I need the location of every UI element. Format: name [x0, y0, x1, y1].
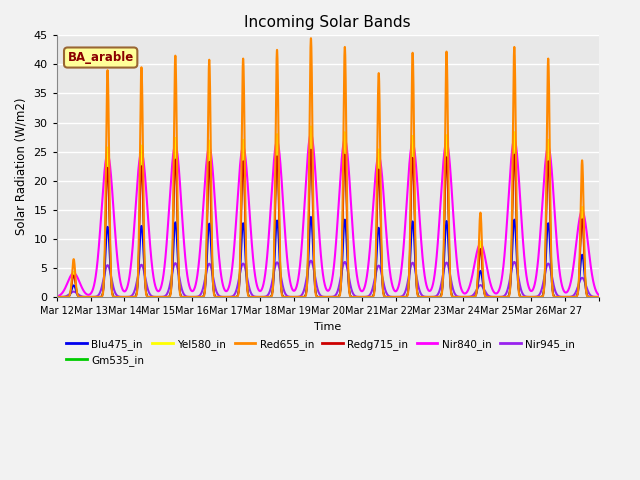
Red655_in — [53, 294, 61, 300]
Redg715_in — [477, 253, 485, 259]
Redg715_in — [307, 146, 315, 152]
Title: Incoming Solar Bands: Incoming Solar Bands — [244, 15, 411, 30]
Yel580_in — [53, 294, 61, 300]
Nir945_in — [53, 294, 61, 300]
Red655_in — [470, 294, 477, 300]
Nir945_in — [477, 283, 485, 288]
Line: Gm535_in: Gm535_in — [57, 129, 599, 297]
Blu475_in — [404, 292, 412, 298]
Yel580_in — [595, 294, 603, 300]
Nir840_in — [470, 267, 477, 273]
Blu475_in — [146, 294, 154, 300]
Blu475_in — [53, 294, 61, 300]
Gm535_in — [470, 294, 477, 300]
Nir945_in — [307, 258, 315, 264]
Line: Red655_in: Red655_in — [57, 38, 599, 297]
Gm535_in — [477, 247, 485, 253]
Nir840_in — [146, 242, 154, 248]
Redg715_in — [454, 294, 461, 300]
Nir840_in — [53, 294, 61, 300]
Red655_in — [146, 294, 154, 300]
Red655_in — [595, 294, 603, 300]
Yel580_in — [146, 294, 154, 300]
Yel580_in — [470, 294, 477, 300]
Red655_in — [454, 294, 461, 300]
Y-axis label: Solar Radiation (W/m2): Solar Radiation (W/m2) — [15, 97, 28, 235]
Nir945_in — [415, 283, 422, 289]
Nir945_in — [454, 294, 461, 300]
Blu475_in — [454, 294, 461, 300]
Redg715_in — [415, 293, 422, 299]
Redg715_in — [404, 291, 412, 297]
Gm535_in — [415, 293, 422, 299]
Yel580_in — [454, 294, 461, 300]
Nir945_in — [146, 292, 154, 298]
Gm535_in — [146, 294, 154, 300]
Redg715_in — [470, 294, 477, 300]
Gm535_in — [53, 294, 61, 300]
Blu475_in — [595, 294, 603, 300]
Blu475_in — [307, 214, 315, 220]
Blu475_in — [470, 294, 477, 300]
Line: Nir945_in: Nir945_in — [57, 261, 599, 297]
Redg715_in — [595, 294, 603, 300]
Red655_in — [404, 293, 412, 299]
Blu475_in — [415, 293, 422, 299]
X-axis label: Time: Time — [314, 322, 341, 332]
Redg715_in — [146, 294, 154, 300]
Nir945_in — [595, 294, 603, 300]
Legend: Blu475_in, Gm535_in, Yel580_in, Red655_in, Redg715_in, Nir840_in, Nir945_in: Blu475_in, Gm535_in, Yel580_in, Red655_i… — [62, 335, 579, 370]
Redg715_in — [53, 294, 61, 300]
Red655_in — [415, 294, 422, 300]
Nir840_in — [404, 186, 412, 192]
Nir840_in — [415, 197, 422, 203]
Line: Redg715_in: Redg715_in — [57, 149, 599, 297]
Nir840_in — [595, 292, 603, 298]
Text: BA_arable: BA_arable — [68, 51, 134, 64]
Red655_in — [477, 225, 485, 230]
Yel580_in — [477, 246, 485, 252]
Gm535_in — [307, 126, 315, 132]
Gm535_in — [454, 294, 461, 300]
Line: Blu475_in: Blu475_in — [57, 217, 599, 297]
Blu475_in — [477, 271, 485, 277]
Nir840_in — [307, 131, 315, 137]
Nir945_in — [404, 280, 412, 286]
Gm535_in — [595, 294, 603, 300]
Red655_in — [307, 36, 315, 41]
Line: Nir840_in: Nir840_in — [57, 134, 599, 297]
Line: Yel580_in: Yel580_in — [57, 126, 599, 297]
Nir945_in — [470, 292, 477, 298]
Yel580_in — [307, 123, 315, 129]
Yel580_in — [415, 293, 422, 299]
Nir840_in — [477, 241, 485, 247]
Yel580_in — [404, 291, 412, 297]
Gm535_in — [404, 291, 412, 297]
Nir840_in — [454, 265, 461, 271]
